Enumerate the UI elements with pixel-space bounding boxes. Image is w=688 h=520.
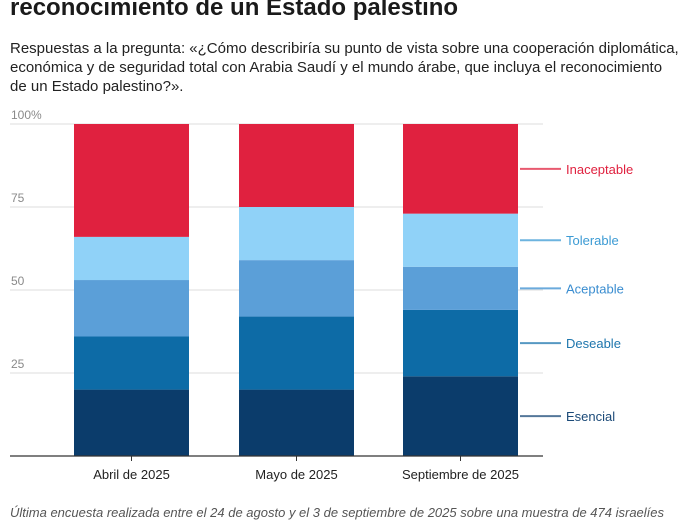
bar-esencial-3: [403, 376, 518, 456]
x-tick-label-1: Abril de 2025: [93, 467, 170, 482]
y-tick-label-50: 50: [11, 274, 25, 288]
bar-inaceptable-2: [239, 124, 354, 207]
bar-tolerable-2: [239, 207, 354, 261]
footnote: Última encuesta realizada entre el 24 de…: [10, 505, 665, 520]
x-tick-label-2: Mayo de 2025: [255, 467, 337, 482]
bar-tolerable-1: [74, 236, 189, 281]
bar-deseable-3: [403, 309, 518, 377]
bar-deseable-1: [74, 336, 189, 390]
chart-title: reconocimiento de un Estado palestino: [10, 0, 459, 21]
y-tick-label-75: 75: [11, 191, 25, 205]
bar-aceptable-2: [239, 260, 354, 317]
bar-aceptable-3: [403, 266, 518, 310]
bar-esencial-1: [74, 389, 189, 456]
legend-label-tolerable: Tolerable: [566, 233, 619, 248]
y-tick-label-25: 25: [11, 357, 25, 371]
legend-label-inaceptable: Inaceptable: [566, 162, 633, 177]
bar-deseable-2: [239, 316, 354, 390]
bar-inaceptable-1: [74, 124, 189, 237]
bar-tolerable-3: [403, 213, 518, 267]
legend-label-aceptable: Aceptable: [566, 281, 624, 296]
legend-label-deseable: Deseable: [566, 336, 621, 351]
legend-label-esencial: Esencial: [566, 409, 615, 424]
bar-aceptable-1: [74, 280, 189, 337]
y-tick-label-100: 100%: [11, 108, 42, 122]
chart-subtitle: Respuestas a la pregunta: «¿Cómo describ…: [10, 40, 679, 95]
bar-inaceptable-3: [403, 124, 518, 214]
x-tick-label-3: Septiembre de 2025: [402, 467, 519, 482]
bar-esencial-2: [239, 389, 354, 456]
